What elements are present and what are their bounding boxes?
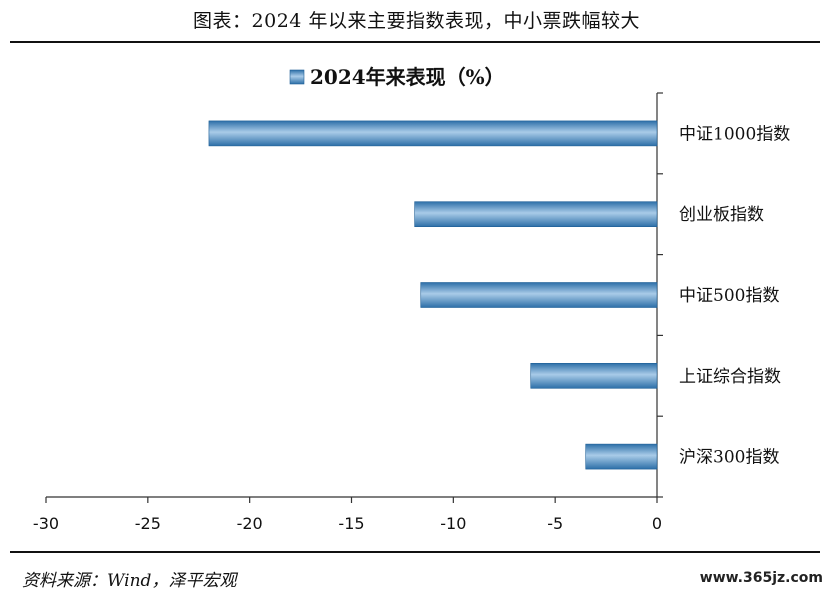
- category-label: 中证500指数: [679, 286, 779, 306]
- x-tick-label: -25: [135, 514, 161, 533]
- x-tick-label: -30: [33, 514, 59, 533]
- x-tick-label: -20: [237, 514, 263, 533]
- bar: [530, 362, 658, 389]
- category-label: 沪深300指数: [679, 448, 779, 468]
- category-label: 创业板指数: [679, 205, 764, 225]
- bar: [585, 443, 658, 470]
- bar: [208, 120, 658, 147]
- x-tick-label: 0: [652, 514, 662, 533]
- bar: [420, 282, 658, 308]
- x-tick-label: -15: [338, 514, 364, 533]
- legend-swatch: [289, 69, 305, 85]
- legend-label: 2024年来表现（%）: [310, 65, 505, 89]
- source-note: 资料来源：Wind，泽平宏观: [22, 571, 237, 591]
- x-tick-label: -5: [547, 514, 563, 533]
- figure-title: 图表：2024 年以来主要指数表现，中小票跌幅较大: [193, 10, 640, 32]
- x-tick-label: -10: [440, 514, 466, 533]
- top-rule: [10, 41, 820, 43]
- watermark: www.365jz.com: [699, 570, 823, 586]
- category-label: 上证综合指数: [679, 367, 781, 387]
- bar: [414, 201, 658, 227]
- category-label: 中证1000指数: [679, 124, 790, 144]
- bottom-rule: [10, 551, 820, 553]
